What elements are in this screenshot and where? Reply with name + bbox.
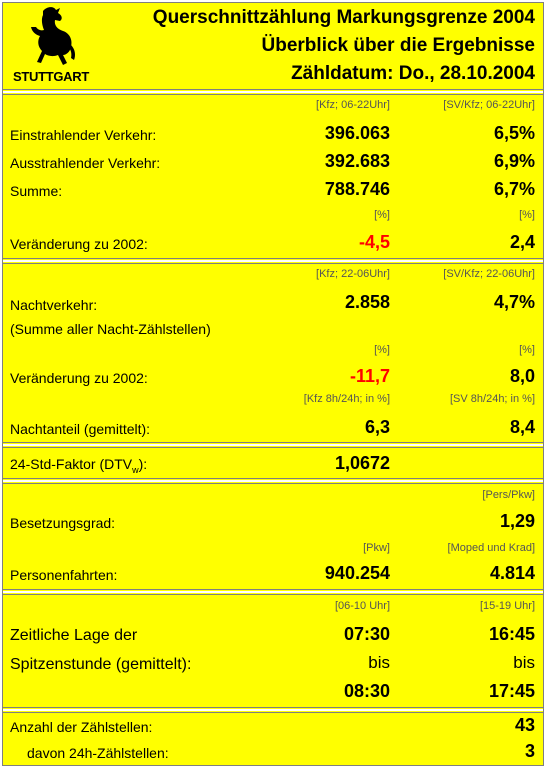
day-unit-sv: [SV/Kfz; 06-22Uhr] bbox=[443, 99, 535, 111]
peak-pm-to: 17:45 bbox=[488, 681, 535, 701]
row-value-kfz: 392.683 bbox=[324, 151, 390, 171]
row-value-kfz: 396.063 bbox=[324, 123, 390, 143]
logo-wordmark: STUTTGART bbox=[12, 69, 89, 84]
title-line-1: Querschnittzählung Markungsgrenze 2004 bbox=[152, 7, 535, 28]
share-value-kfz: 6,3 bbox=[364, 417, 390, 437]
share-value-sv: 8,4 bbox=[509, 417, 535, 437]
divider bbox=[3, 263, 543, 264]
share-label: Nachtanteil (gemittelt): bbox=[10, 421, 151, 437]
stuttgart-logo: STUTTGART bbox=[9, 5, 91, 85]
divider bbox=[3, 712, 543, 713]
factor-label-text: 24-Std-Faktor (DTV bbox=[10, 456, 133, 472]
divider bbox=[3, 591, 543, 593]
trips-unit-moped: [Moped und Krad] bbox=[447, 542, 535, 554]
peak-pm-from: 16:45 bbox=[488, 624, 535, 644]
divider bbox=[3, 258, 543, 259]
night-unit-sv: [SV/Kfz; 22-06Uhr] bbox=[443, 268, 535, 280]
stations-label: Anzahl der Zählstellen: bbox=[10, 719, 153, 735]
divider bbox=[3, 260, 543, 262]
stations-value: 43 bbox=[514, 715, 535, 735]
peak-unit-pm: [15-19 Uhr] bbox=[479, 600, 535, 612]
row-value-sv: 6,7% bbox=[493, 179, 535, 199]
day-pct-unit: [%] bbox=[374, 209, 390, 221]
row-label: Ausstrahlender Verkehr: bbox=[10, 155, 161, 171]
factor-label: 24-Std-Faktor (DTVw): bbox=[10, 456, 147, 475]
peak-unit-am: [06-10 Uhr] bbox=[334, 600, 390, 612]
divider bbox=[3, 91, 543, 93]
peak-am-to: 08:30 bbox=[343, 681, 390, 701]
trips-value-pkw: 940.254 bbox=[324, 563, 390, 583]
occupancy-value: 1,29 bbox=[499, 511, 535, 531]
title-line-2: Überblick über die Ergebnisse bbox=[261, 35, 535, 56]
night-pct-unit: [%] bbox=[374, 344, 390, 356]
night-change-value-sv: 8,0 bbox=[509, 366, 535, 386]
peak-am-from: 07:30 bbox=[343, 624, 390, 644]
row-label: Summe: bbox=[10, 183, 63, 199]
row-value-kfz: 788.746 bbox=[324, 179, 390, 199]
share-unit-kfz: [Kfz 8h/24h; in %] bbox=[303, 393, 390, 405]
night-value-kfz: 2.858 bbox=[344, 292, 390, 312]
change-label: Veränderung zu 2002: bbox=[10, 236, 148, 252]
divider bbox=[3, 707, 543, 708]
factor-label-sub: w bbox=[132, 464, 139, 475]
occupancy-label: Besetzungsgrad: bbox=[10, 515, 116, 531]
change-value-sv: 2,4 bbox=[509, 232, 535, 252]
peak-label-1: Zeitliche Lage der bbox=[10, 627, 138, 644]
row-value-sv: 6,9% bbox=[493, 151, 535, 171]
trips-label: Personenfahrten: bbox=[10, 567, 118, 583]
divider bbox=[3, 94, 543, 95]
occupancy-unit: [Pers/Pkw] bbox=[482, 489, 535, 501]
day-pct-unit: [%] bbox=[519, 209, 535, 221]
factor-label-end: ): bbox=[138, 456, 148, 472]
row-label: Einstrahlender Verkehr: bbox=[10, 127, 157, 143]
title-line-3: Zähldatum: Do., 28.10.2004 bbox=[291, 63, 535, 84]
divider bbox=[3, 89, 543, 90]
stations-24h-label: davon 24h-Zählstellen: bbox=[27, 745, 169, 761]
divider bbox=[3, 447, 543, 448]
night-sublabel: (Summe aller Nacht-Zählstellen) bbox=[10, 321, 211, 337]
peak-pm-bis: bis bbox=[513, 653, 535, 672]
divider bbox=[3, 709, 543, 711]
night-change-value-kfz: -11,7 bbox=[349, 366, 390, 386]
divider bbox=[3, 478, 543, 479]
night-pct-unit: [%] bbox=[519, 344, 535, 356]
peak-label-2: Spitzenstunde (gemittelt): bbox=[10, 656, 192, 673]
trips-value-moped: 4.814 bbox=[489, 563, 535, 583]
divider bbox=[3, 594, 543, 595]
peak-am-bis: bis bbox=[368, 653, 390, 672]
stations-24h-value: 3 bbox=[524, 741, 535, 761]
change-value-kfz: -4,5 bbox=[358, 232, 390, 252]
row-value-sv: 6,5% bbox=[493, 123, 535, 143]
divider bbox=[3, 483, 543, 484]
share-unit-sv: [SV 8h/24h; in %] bbox=[450, 393, 535, 405]
divider bbox=[3, 444, 543, 446]
divider bbox=[3, 442, 543, 443]
night-value-sv: 4,7% bbox=[493, 292, 535, 312]
trips-unit-pkw: [Pkw] bbox=[363, 542, 390, 554]
divider bbox=[3, 480, 543, 482]
rearing-horse-icon bbox=[31, 7, 75, 65]
day-unit-kfz: [Kfz; 06-22Uhr] bbox=[316, 99, 390, 111]
night-label: Nachtverkehr: bbox=[10, 297, 98, 313]
divider bbox=[3, 589, 543, 590]
factor-value: 1,0672 bbox=[334, 453, 390, 473]
night-unit-kfz: [Kfz; 22-06Uhr] bbox=[316, 268, 390, 280]
night-change-label: Veränderung zu 2002: bbox=[10, 370, 148, 386]
header: STUTTGART Querschnittzählung Markungsgre… bbox=[3, 3, 543, 89]
